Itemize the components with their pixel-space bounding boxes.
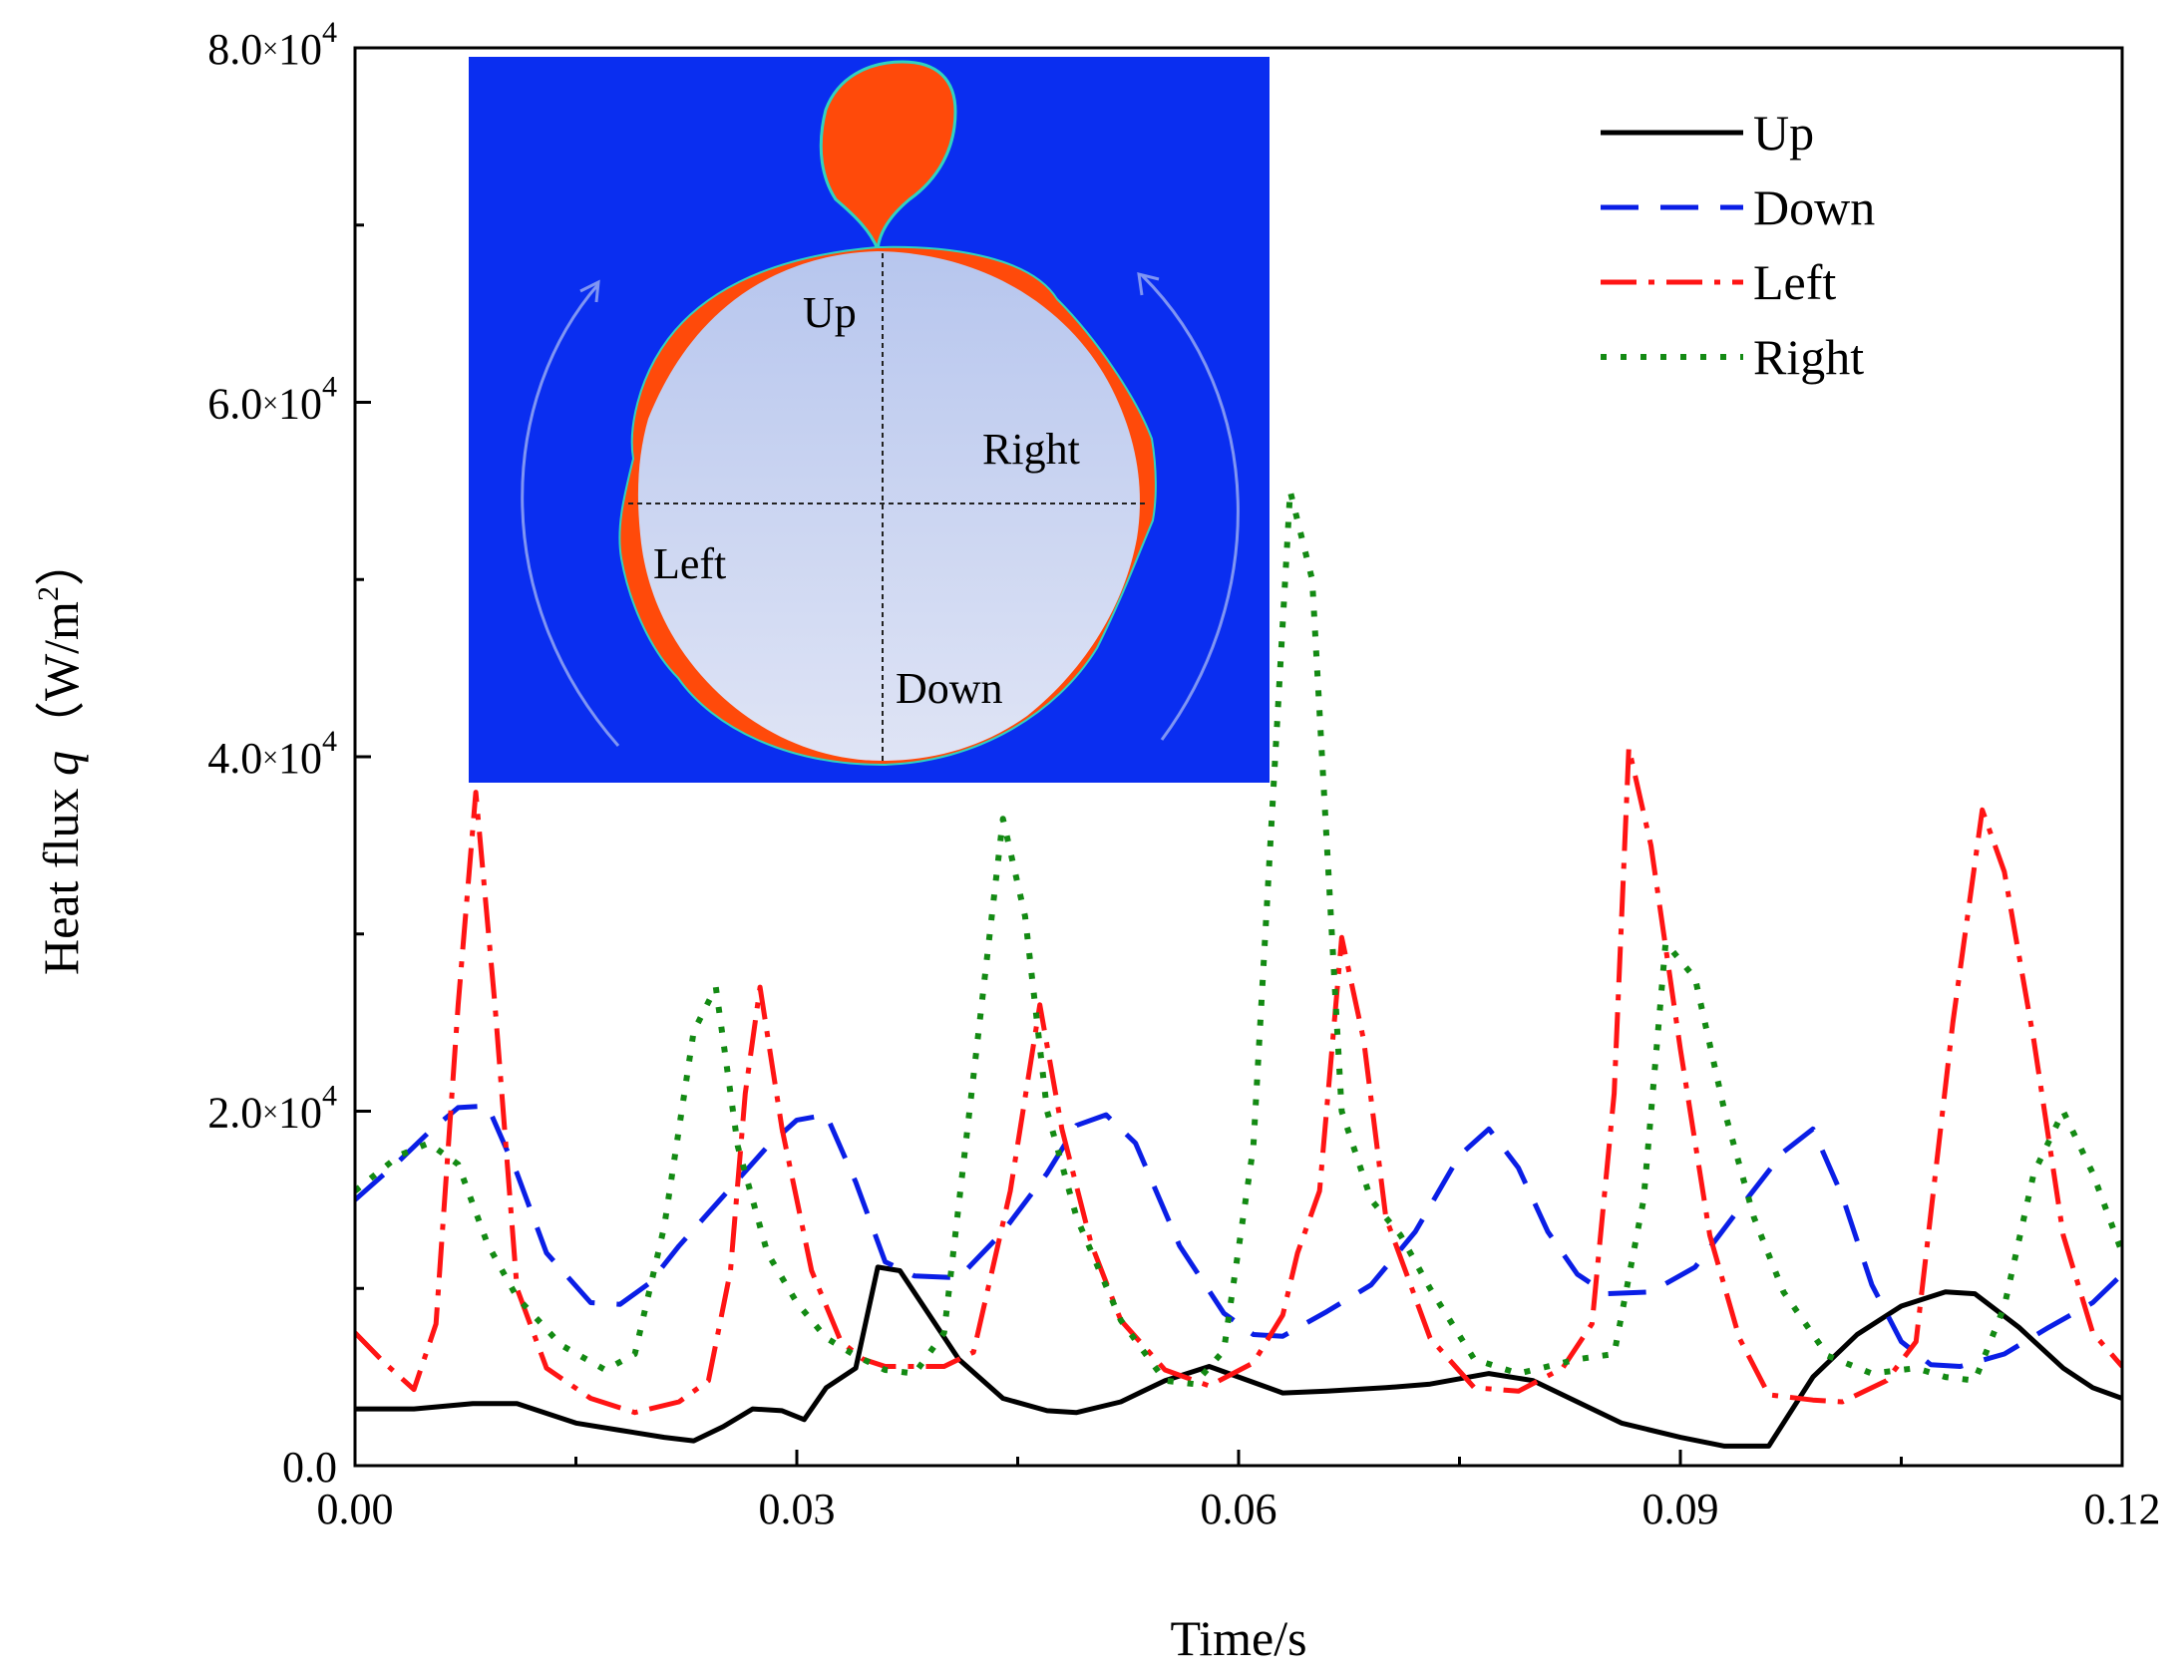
inset-label-left: Left [653,539,726,588]
legend-item-right: Right [1601,329,1864,385]
bubble-simulation-inset: Up Right Left Down [469,57,1270,783]
y-tick-label: 4.0×104 [207,725,337,783]
vapor-core [637,251,1140,761]
series-line-down [355,1103,2122,1369]
x-tick-label: 0.03 [759,1485,836,1533]
series-layer [355,488,2122,1449]
left-flow-arrow [521,283,620,747]
legend-label-right: Right [1753,329,1864,385]
legend-item-up: Up [1601,105,1814,161]
y-axis-title-unit: （W/m [33,601,89,751]
y-tick-label: 8.0×104 [207,16,337,74]
legend-label-up: Up [1753,105,1814,161]
y-axis-title-sup: 2 [32,586,65,601]
y-axis-title: Heat flux q（W/m2） [32,536,89,975]
legend-item-left: Left [1601,254,1836,310]
inset-label-up: Up [803,288,857,337]
x-tick-label: 0.00 [317,1485,394,1533]
right-flow-arrow [1140,273,1240,741]
legend-label-left: Left [1753,254,1836,310]
x-tick-label: 0.09 [1642,1485,1719,1533]
series-line-left [355,745,2122,1416]
inset-label-right: Right [982,425,1080,474]
series-line-up [355,1264,2122,1449]
left-flow-arrow-head [579,279,600,303]
x-tick-label: 0.12 [2084,1485,2161,1533]
y-axis-title-close: ） [33,536,89,586]
inset-label-down: Down [896,664,1003,713]
departing-bubble [819,60,957,250]
y-tick-label: 6.0×104 [207,371,337,429]
legend-item-down: Down [1601,179,1875,235]
y-tick-label: 0.0 [282,1443,337,1492]
legend: Up Down Left Right [1601,105,1875,385]
x-tick-label: 0.06 [1201,1485,1277,1533]
y-axis-title-prefix: Heat flux [33,776,89,975]
x-axis-title: Time/s [1170,1610,1306,1666]
y-tick-label: 2.0×104 [207,1080,337,1138]
y-axis-title-var: q [33,751,89,776]
right-flow-arrow-head [1137,272,1160,296]
ticks-layer: 0.00 0.03 0.06 0.09 0.12 0.0 2.0×104 4.0×104 6.0… [207,16,2160,1533]
legend-label-down: Down [1753,179,1875,235]
